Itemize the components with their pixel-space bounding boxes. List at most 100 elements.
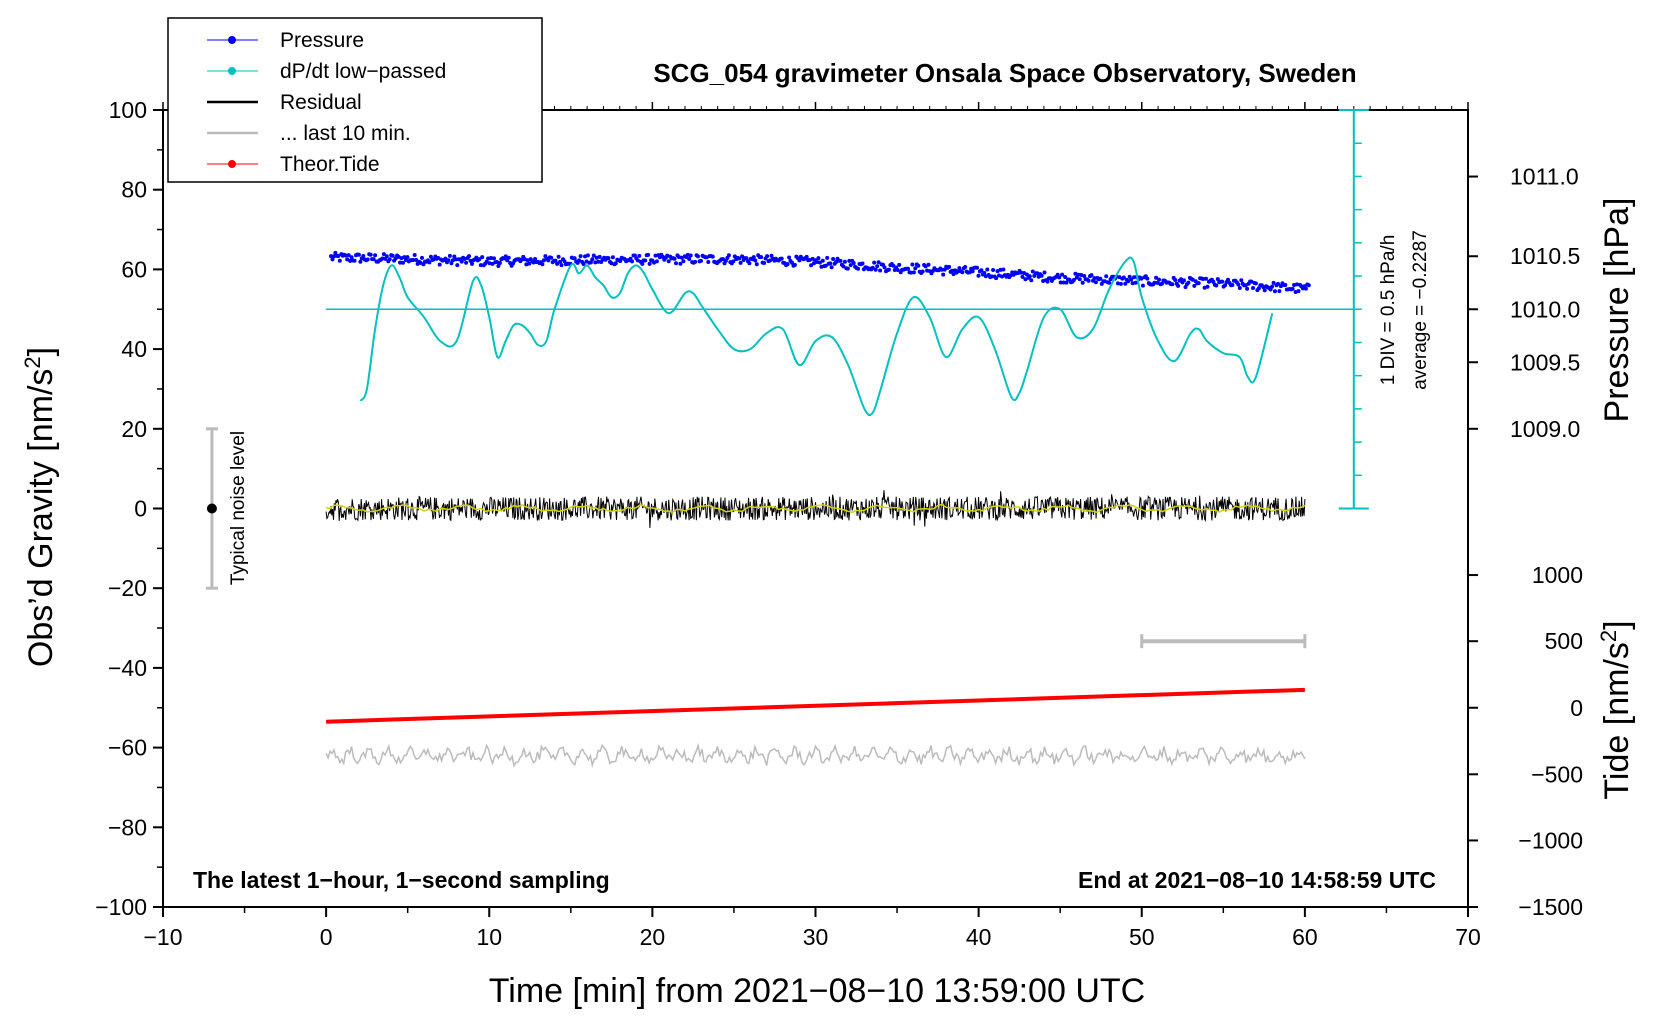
pressure-point: [1186, 280, 1191, 285]
pressure-point: [911, 270, 916, 275]
pressure-point: [1201, 277, 1206, 281]
pressure-point: [540, 262, 545, 267]
pressure-point: [555, 261, 560, 266]
dpdt-average-label: average = −0.2287: [1410, 230, 1431, 390]
pressure-point: [957, 266, 962, 271]
pressure-point: [613, 261, 618, 266]
pressure-point: [405, 255, 410, 260]
pressure-point: [646, 252, 651, 257]
pressure-point: [1129, 277, 1134, 282]
pressure-point: [1104, 274, 1109, 279]
pressure-point: [696, 254, 700, 259]
pressure-point: [817, 260, 822, 265]
chart-title: SCG_054 gravimeter Onsala Space Observat…: [653, 58, 1356, 88]
pressure-point: [1226, 277, 1230, 282]
residual-series: [325, 490, 1306, 529]
pressure-point: [882, 265, 887, 270]
pressure-point: [420, 255, 424, 260]
pressure-point: [1132, 275, 1137, 280]
dpdt-series: [359, 256, 1274, 417]
pressure-point: [606, 256, 611, 261]
pressure-point: [337, 258, 342, 263]
pressure-point: [710, 254, 715, 259]
pressure-point: [1042, 270, 1047, 275]
y-tick-label: −100: [95, 894, 147, 920]
pressure-point: [1080, 280, 1085, 285]
pressure-point: [1030, 269, 1035, 274]
pressure-point: [687, 257, 692, 261]
pressure-point: [751, 255, 756, 260]
pressure-point: [1140, 283, 1145, 288]
pressure-point: [455, 263, 460, 268]
pressure-point: [1152, 280, 1157, 285]
pressure-point: [1123, 281, 1128, 286]
pressure-point: [1214, 283, 1219, 288]
pressure-point: [1061, 280, 1066, 285]
pressure-point: [960, 270, 965, 275]
pressure-point: [672, 256, 677, 261]
pressure-point: [453, 257, 458, 262]
pressure-point: [860, 261, 865, 266]
pressure-point: [876, 260, 881, 265]
legend-box: [167, 17, 543, 183]
pressure-point: [1076, 272, 1081, 277]
pressure-point: [963, 265, 968, 269]
pressure-point: [1290, 286, 1295, 291]
pressure-point: [1029, 278, 1034, 283]
pressure-point: [1223, 283, 1228, 288]
pressure-point: [610, 255, 615, 260]
y-tick-label: 60: [121, 256, 147, 282]
pressure-point: [1239, 278, 1244, 283]
pressure-point: [847, 258, 852, 263]
pressure-point: [920, 269, 925, 274]
pressure-point: [597, 254, 602, 259]
pressure-point: [991, 268, 996, 272]
pressure-point: [995, 269, 1000, 274]
pressure-point: [870, 265, 875, 270]
pressure-point: [1063, 275, 1068, 279]
pressure-point: [779, 256, 784, 261]
pressure-point: [449, 261, 454, 266]
pressure-point: [1024, 272, 1029, 277]
pressure-point: [1276, 281, 1280, 286]
pressure-point: [823, 263, 828, 268]
pressure-point: [787, 255, 792, 260]
pressure-point: [916, 263, 921, 268]
pressure-point: [356, 252, 361, 257]
pressure-point: [643, 258, 648, 263]
pressure-point: [1192, 283, 1197, 288]
pressure-point: [336, 254, 341, 258]
pressure-point: [581, 262, 586, 266]
pressure-point: [825, 255, 830, 260]
y-tick-label: −80: [108, 814, 147, 840]
pressure-point: [1262, 288, 1267, 293]
pressure-point: [371, 257, 376, 262]
pressure-point: [1039, 273, 1044, 278]
pressure-point: [640, 261, 645, 266]
pressure-point: [333, 250, 338, 255]
y-tick-label: −40: [108, 655, 147, 681]
pressure-point: [1176, 283, 1181, 288]
pressure-point: [1020, 274, 1025, 279]
pressure-point: [1023, 277, 1028, 282]
pressure-point: [674, 261, 678, 266]
note-sampling: The latest 1−hour, 1−second sampling: [193, 867, 610, 893]
legend-label: ... last 10 min.: [280, 122, 411, 145]
pressure-point: [1245, 286, 1250, 291]
pressure-point: [437, 262, 442, 267]
pressure-point: [1118, 281, 1123, 286]
x-tick-label: 60: [1292, 924, 1318, 950]
pressure-point: [762, 261, 767, 265]
pressure-point: [950, 268, 954, 273]
pressure-point: [330, 257, 335, 262]
pressure-point: [785, 262, 790, 267]
pressure-point: [693, 259, 698, 264]
pressure-point: [856, 266, 861, 271]
pressure-point: [726, 253, 731, 258]
pressure-point: [1107, 280, 1112, 285]
pressure-point: [1019, 270, 1023, 275]
pressure-series: [329, 250, 1311, 294]
pressure-tick-label: 1009.5: [1510, 349, 1580, 375]
pressure-point: [829, 265, 834, 270]
pressure-point: [1027, 274, 1032, 279]
